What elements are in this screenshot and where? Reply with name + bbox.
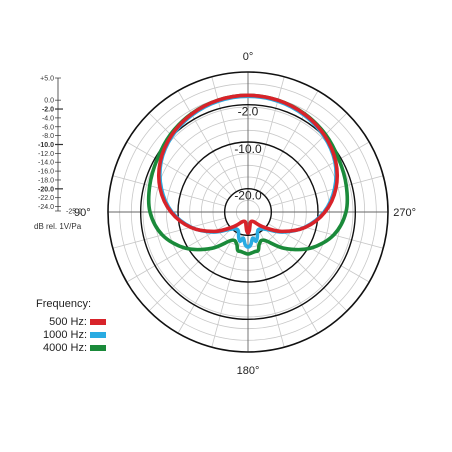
- series-curve-2: [146, 93, 350, 256]
- scale-unit-label: dB rel. 1V/Pa: [34, 222, 82, 231]
- grid-spoke: [259, 90, 319, 192]
- grid-ring-bold: [139, 103, 357, 321]
- angle-label: 90°: [74, 207, 91, 219]
- grid-spoke: [177, 232, 237, 334]
- legend-item-500hz: 500 Hz:: [36, 315, 106, 328]
- legend-item-1000hz: 1000 Hz:: [36, 328, 106, 341]
- scale-tick-label: -6.0: [42, 124, 54, 131]
- scale-tick-label: -16.0: [38, 169, 54, 176]
- grid-spoke: [270, 175, 384, 207]
- legend-label: 4000 Hz:: [42, 341, 87, 354]
- scale-tick-label: -12.0: [38, 151, 54, 158]
- scale-tick-label: -22.0: [38, 195, 54, 202]
- grid-spoke: [268, 141, 370, 201]
- grid-spoke: [148, 112, 232, 196]
- grid-spoke: [259, 232, 319, 334]
- legend-item-4000hz: 4000 Hz:: [36, 341, 106, 354]
- scale-tick-label: 0.0: [44, 98, 54, 105]
- ring-label: -2.0: [238, 105, 259, 119]
- grid-spoke: [211, 76, 243, 190]
- grid-ring-bold: [223, 187, 273, 237]
- legend-label: 500 Hz:: [49, 315, 87, 328]
- scale-tick-label: +5.0: [40, 76, 54, 83]
- db-scale: +5.0 0.0 -2.0-4.0 -6.0 -8.0 -10.0 -12.0 -14.0 -1…: [38, 76, 82, 216]
- grid-ring-bold: [177, 141, 319, 283]
- grid-spoke: [270, 217, 384, 249]
- grid-spoke: [253, 76, 285, 190]
- legend-label: 1000 Hz:: [42, 328, 87, 341]
- grid-spoke: [126, 141, 228, 201]
- scale-tick-label: -18.0: [38, 177, 54, 184]
- ring-label: -20.0: [234, 189, 262, 203]
- legend-swatch-blue: [90, 331, 106, 338]
- grid-spoke: [148, 228, 232, 312]
- scale-tick-label: -2.0: [42, 107, 54, 114]
- grid-spoke: [264, 112, 348, 196]
- grid-spoke: [253, 234, 285, 348]
- ring-label: -10.0: [234, 142, 262, 156]
- legend-swatch-red: [90, 318, 106, 325]
- scale-tick-label: -20.0: [38, 186, 54, 193]
- grid-spoke: [112, 217, 226, 249]
- grid-ring-outer: [107, 71, 389, 353]
- grid-spoke: [264, 228, 348, 312]
- angle-label: 180°: [237, 365, 260, 377]
- legend-swatch-green: [90, 344, 106, 351]
- scale-tick-label: -14.0: [38, 160, 54, 167]
- scale-tick-label: -10.0: [38, 142, 54, 149]
- angle-label: 270°: [393, 207, 416, 219]
- scale-tick-label: -25.0: [66, 209, 82, 216]
- scale-tick-label: -24.0: [38, 204, 54, 211]
- grid-spoke: [112, 175, 226, 207]
- angle-label: 0°: [243, 51, 254, 63]
- series-curve-0: [157, 93, 339, 235]
- legend-title: Frequency:: [36, 298, 92, 310]
- polar-curves: [146, 93, 350, 256]
- scale-tick-label: -8.0: [42, 133, 54, 140]
- scale-tick-label: -4.0: [42, 115, 54, 122]
- polar-labels: -2.0 -10.0 -20.0 0° 90° 180° 270°: [74, 51, 416, 377]
- legend: Frequency: 500 Hz: 1000 Hz: 4000 Hz:: [36, 298, 106, 354]
- grid-spoke: [211, 234, 243, 348]
- grid-spoke: [177, 90, 237, 192]
